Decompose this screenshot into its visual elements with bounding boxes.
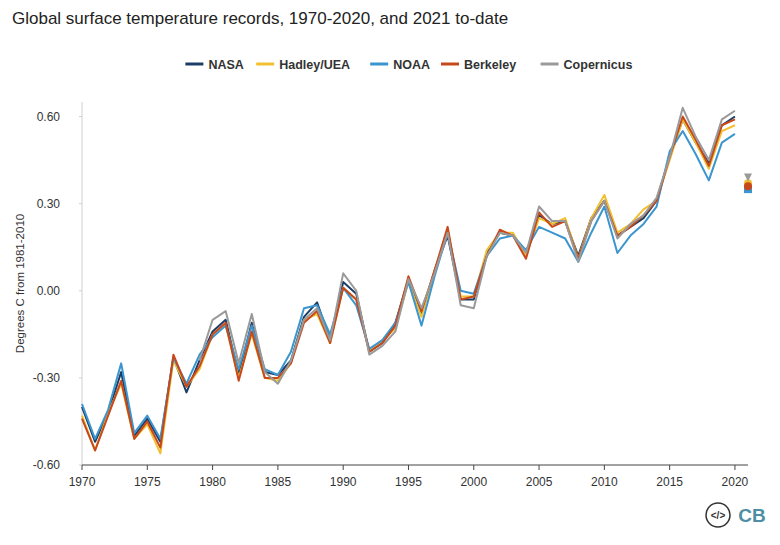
y-tick-label: 0.30 xyxy=(37,197,61,211)
series-line xyxy=(82,117,735,451)
title: Global surface temperature records, 1970… xyxy=(12,9,508,28)
x-tick-label: 1985 xyxy=(265,475,292,489)
x-tick xyxy=(604,465,605,470)
x-tick xyxy=(539,465,540,470)
legend-label: Hadley/UEA xyxy=(279,58,350,72)
plot-area xyxy=(82,108,752,454)
y-axis-label: Degrees C from 1981-2010 xyxy=(14,214,26,353)
x-tick xyxy=(473,465,474,470)
y-tick-label: -0.30 xyxy=(33,371,61,385)
x-tick xyxy=(343,465,344,470)
x-tick-label: 1995 xyxy=(395,475,422,489)
legend-label: NASA xyxy=(208,58,243,72)
x-axis-line xyxy=(82,465,748,466)
series-line xyxy=(200,108,735,384)
x-tick-label: 1975 xyxy=(134,475,161,489)
legend-swatch xyxy=(541,63,559,66)
y-tick xyxy=(79,203,82,204)
legend-swatch xyxy=(185,63,203,66)
x-tick-label: 2020 xyxy=(722,475,749,489)
legend-label: Berkeley xyxy=(464,58,516,72)
x-tick-label: 1980 xyxy=(199,475,226,489)
x-tick-label: 2005 xyxy=(526,475,553,489)
x-tick xyxy=(669,465,670,470)
y-tick xyxy=(79,290,82,291)
ytd-marker xyxy=(744,182,752,190)
legend-label: NOAA xyxy=(393,58,430,72)
y-tick xyxy=(79,116,82,117)
legend-label: Copernicus xyxy=(564,58,633,72)
y-tick-label: -0.60 xyxy=(33,458,61,472)
ytd-marker xyxy=(744,174,752,182)
x-tick-label: 1970 xyxy=(69,475,96,489)
x-tick-label: 2010 xyxy=(591,475,618,489)
series-line xyxy=(82,131,735,439)
x-tick xyxy=(212,465,213,470)
y-tick-label: 0.60 xyxy=(37,110,61,124)
y-tick-label: 0.00 xyxy=(37,284,61,298)
legend: NASA Hadley/UEA NOAA Berkeley Copernicus xyxy=(185,58,632,72)
ytd-marker xyxy=(744,182,752,190)
x-tick xyxy=(408,465,409,470)
y-tick xyxy=(79,377,82,378)
legend-swatch xyxy=(370,63,388,66)
x-tick xyxy=(147,465,148,470)
x-tick xyxy=(734,465,735,470)
legend-swatch xyxy=(256,63,274,66)
logo-circle xyxy=(706,503,730,527)
chart: Global surface temperature records, 1970… xyxy=(0,0,780,545)
x-tick-label: 2015 xyxy=(656,475,683,489)
x-tick-label: 1990 xyxy=(330,475,357,489)
x-tick-label: 2000 xyxy=(460,475,487,489)
series-line xyxy=(82,119,735,453)
x-tick xyxy=(82,465,83,470)
logo-icon: </> xyxy=(711,510,726,521)
x-tick xyxy=(277,465,278,470)
legend-swatch xyxy=(441,63,459,66)
logo-text: CB xyxy=(738,505,765,526)
